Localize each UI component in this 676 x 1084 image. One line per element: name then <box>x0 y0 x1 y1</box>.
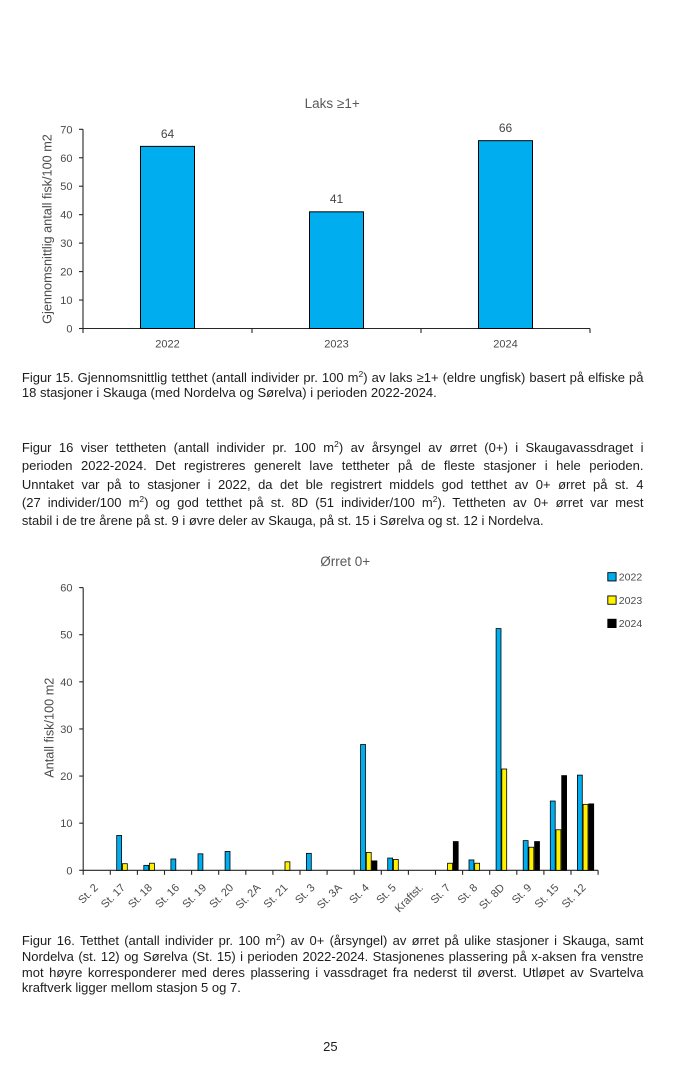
svg-text:2023: 2023 <box>324 339 348 351</box>
svg-text:St. 9: St. 9 <box>510 882 534 906</box>
svg-text:64: 64 <box>161 127 175 141</box>
svg-text:70: 70 <box>60 124 72 136</box>
svg-text:20: 20 <box>60 771 72 783</box>
svg-text:St. 7: St. 7 <box>429 882 453 906</box>
svg-text:St. 15: St. 15 <box>533 882 562 911</box>
svg-text:2024: 2024 <box>493 339 517 351</box>
svg-text:60: 60 <box>60 583 72 595</box>
svg-text:0: 0 <box>66 324 72 336</box>
svg-text:St. 2: St. 2 <box>76 882 100 906</box>
svg-text:0: 0 <box>66 865 72 877</box>
svg-text:St. 19: St. 19 <box>180 882 209 911</box>
svg-text:66: 66 <box>499 121 513 135</box>
svg-text:St. 17: St. 17 <box>99 882 128 911</box>
svg-text:30: 30 <box>60 724 72 736</box>
svg-text:10: 10 <box>60 818 72 830</box>
svg-text:41: 41 <box>330 192 344 206</box>
svg-text:50: 50 <box>60 181 72 193</box>
svg-text:50: 50 <box>60 630 72 642</box>
svg-text:Kraftst.: Kraftst. <box>393 882 426 915</box>
svg-text:St. 2A: St. 2A <box>234 881 264 911</box>
svg-text:2022: 2022 <box>155 339 179 351</box>
svg-text:10: 10 <box>60 295 72 307</box>
svg-text:40: 40 <box>60 677 72 689</box>
svg-text:St. 12: St. 12 <box>560 882 589 911</box>
svg-text:2023: 2023 <box>619 595 643 607</box>
svg-text:30: 30 <box>60 238 72 250</box>
svg-text:Laks ≥1+: Laks ≥1+ <box>305 96 360 111</box>
svg-text:20: 20 <box>60 267 72 279</box>
svg-text:St. 8: St. 8 <box>456 882 480 906</box>
svg-text:St. 5: St. 5 <box>374 882 398 906</box>
svg-text:Gjennomsnittlig antall fisk/10: Gjennomsnittlig antall fisk/100 m2 <box>40 134 54 324</box>
svg-text:St. 16: St. 16 <box>153 882 182 911</box>
svg-text:60: 60 <box>60 153 72 165</box>
svg-text:St. 3: St. 3 <box>293 882 317 906</box>
svg-text:St. 20: St. 20 <box>207 882 236 911</box>
svg-text:St. 8D: St. 8D <box>477 882 507 912</box>
svg-text:St. 18: St. 18 <box>126 882 155 911</box>
svg-text:40: 40 <box>60 210 72 222</box>
svg-text:2022: 2022 <box>619 572 643 584</box>
svg-text:Antall fisk/100 m2: Antall fisk/100 m2 <box>43 678 57 778</box>
svg-text:Ørret 0+: Ørret 0+ <box>320 554 370 569</box>
svg-text:2024: 2024 <box>619 618 643 630</box>
svg-text:St. 21: St. 21 <box>262 882 291 911</box>
svg-text:St. 3A: St. 3A <box>315 881 345 911</box>
svg-text:St. 4: St. 4 <box>347 882 371 906</box>
